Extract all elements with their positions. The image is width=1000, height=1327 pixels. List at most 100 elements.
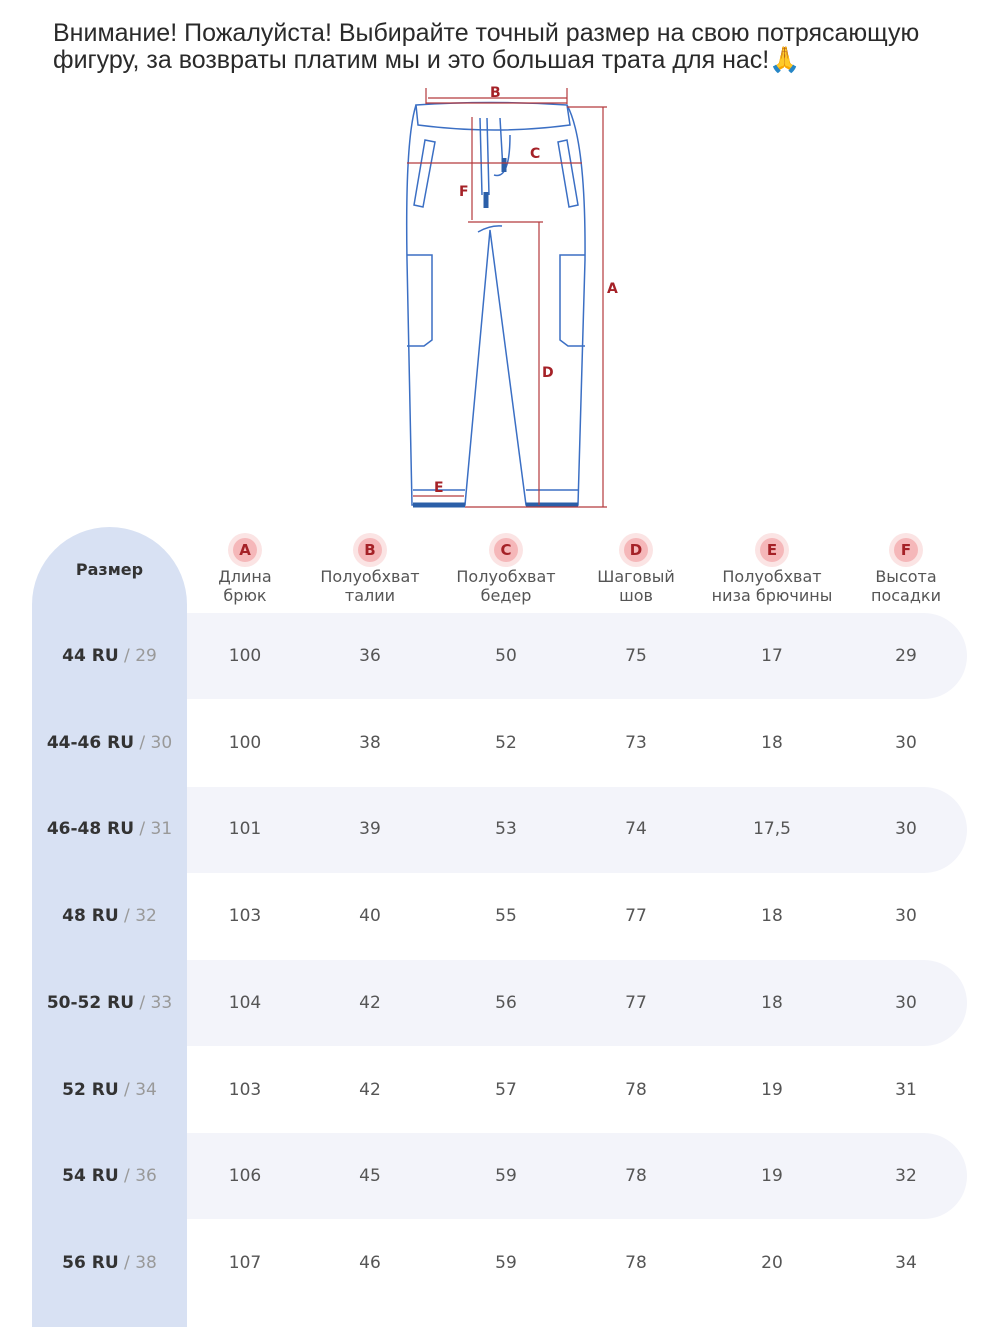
size-us: / 32 (118, 906, 157, 927)
row-stripe (187, 960, 967, 1046)
table-cell: 18 (761, 906, 783, 927)
size-cell: 48 RU / 32 (32, 906, 187, 926)
letter-badge: A (228, 533, 262, 567)
table-cell: 59 (495, 1166, 517, 1187)
size-ru: 50-52 RU (46, 992, 134, 1013)
table-cell: 17,5 (753, 819, 791, 840)
size-column-bg (32, 527, 187, 1327)
table-cell: 104 (228, 992, 262, 1013)
column-header: D Шаговый шов (566, 533, 706, 605)
label-b: B (490, 85, 501, 101)
letter-badge: D (619, 533, 653, 567)
table-cell: 36 (359, 646, 381, 666)
table-cell: 52 (495, 732, 517, 753)
table-cell: 18 (761, 732, 783, 753)
table-cell: 30 (895, 732, 917, 753)
label-e: E (434, 480, 444, 496)
table-cell: 39 (359, 819, 381, 840)
label-f: F (459, 184, 469, 200)
size-cell: 44 RU / 29 (32, 646, 187, 666)
size-us: / 38 (118, 1252, 157, 1273)
size-us: / 33 (134, 992, 173, 1013)
table-cell: 103 (228, 906, 262, 927)
column-header: B Полуобхват талии (300, 533, 440, 605)
letter-badge: C (489, 533, 523, 567)
size-ru: 56 RU (62, 1252, 119, 1273)
table-cell: 77 (625, 906, 647, 927)
table-cell: 75 (625, 646, 647, 666)
row-stripe (187, 613, 967, 699)
size-header: Размер (75, 560, 144, 579)
size-ru: 46-48 RU (46, 819, 134, 840)
size-cell: 52 RU / 34 (32, 1080, 187, 1100)
letter-badge: B (353, 533, 387, 567)
table-cell: 53 (495, 819, 517, 840)
badge-letter: C (494, 538, 518, 562)
pants-diagram: B C F A D E (405, 85, 618, 508)
table-cell: 103 (228, 1079, 262, 1100)
table-cell: 42 (359, 992, 381, 1013)
size-ru: 54 RU (62, 1166, 119, 1187)
table-cell: 59 (495, 1252, 517, 1273)
size-ru: 48 RU (62, 906, 119, 927)
table-cell: 77 (625, 992, 647, 1013)
header-line2: талии (344, 586, 396, 605)
label-a: A (607, 281, 618, 297)
size-us: / 34 (118, 1079, 157, 1100)
header-line2: низа брючины (711, 586, 833, 605)
table-cell: 73 (625, 732, 647, 753)
size-us: / 30 (134, 732, 173, 753)
table-cell: 31 (895, 1079, 917, 1100)
table-cell: 50 (495, 646, 517, 666)
table-cell: 100 (228, 732, 262, 753)
table-cell: 78 (625, 1079, 647, 1100)
column-header: C Полуобхват бедер (436, 533, 576, 605)
label-d: D (542, 365, 554, 381)
size-ru: 44-46 RU (46, 732, 134, 753)
label-c: C (530, 146, 540, 162)
header-line2: брюк (223, 586, 267, 605)
table-cell: 74 (625, 819, 647, 840)
column-header: E Полуобхват низа брючины (702, 533, 842, 605)
table-cell: 38 (359, 732, 381, 753)
table-cell: 101 (228, 819, 262, 840)
header-line2: шов (619, 586, 653, 605)
column-header: A Длина брюк (175, 533, 315, 605)
letter-badge: E (755, 533, 789, 567)
size-cell: 50-52 RU / 33 (32, 993, 187, 1013)
header-line2: посадки (871, 586, 941, 605)
table-cell: 30 (895, 992, 917, 1013)
table-cell: 46 (359, 1252, 381, 1273)
size-ru: 44 RU (62, 646, 119, 666)
table-cell: 34 (895, 1252, 917, 1273)
table-cell: 29 (895, 646, 917, 666)
table-cell: 32 (895, 1166, 917, 1187)
table-cell: 78 (625, 1166, 647, 1187)
badge-letter: F (894, 538, 918, 562)
size-cell: 54 RU / 36 (32, 1166, 187, 1186)
size-us: / 31 (134, 819, 173, 840)
table-cell: 56 (495, 992, 517, 1013)
badge-letter: D (624, 538, 648, 562)
table-cell: 45 (359, 1166, 381, 1187)
column-header: F Высота посадки (836, 533, 976, 605)
table-cell: 78 (625, 1252, 647, 1273)
size-cell: 44-46 RU / 30 (32, 733, 187, 753)
letter-badge: F (889, 533, 923, 567)
size-cell: 46-48 RU / 31 (32, 819, 187, 839)
table-cell: 19 (761, 1079, 783, 1100)
table-cell: 40 (359, 906, 381, 927)
table-cell: 100 (228, 646, 262, 666)
size-us: / 36 (118, 1166, 157, 1187)
table-cell: 30 (895, 906, 917, 927)
header-line1: Полуобхват (722, 567, 822, 586)
table-cell: 17 (761, 646, 783, 666)
header-line1: Полуобхват (320, 567, 420, 586)
table-cell: 30 (895, 819, 917, 840)
header-line1: Длина (218, 567, 272, 586)
table-cell: 57 (495, 1079, 517, 1100)
badge-letter: E (760, 538, 784, 562)
size-cell: 56 RU / 38 (32, 1253, 187, 1273)
badge-letter: B (358, 538, 382, 562)
table-cell: 18 (761, 992, 783, 1013)
